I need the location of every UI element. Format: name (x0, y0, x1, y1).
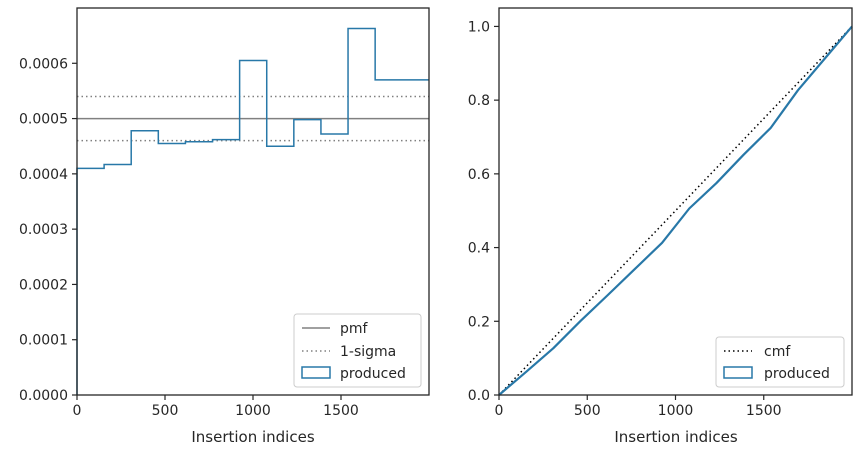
legend-produced-swatch-2 (723, 366, 753, 379)
legend-cmf-label: cmf (764, 344, 791, 360)
pmf-panel: 0 500 1000 1500 0.00000.00010.00020.00030.0… (19, 7, 430, 446)
cmf-y-ticks: 0.0 0.2 0.4 0.6 0.8 1.0 (468, 19, 499, 404)
produced-step-histogram (76, 27, 429, 395)
x-tick-label: 0 (73, 403, 82, 419)
cmf-legend: cmf produced (715, 336, 845, 388)
y-tick-label: 0.4 (468, 241, 490, 257)
x-tick-label: 1000 (235, 403, 271, 419)
y-tick-label: 0.6 (468, 167, 490, 183)
cmf-panel: 0 500 1000 1500 0.0 0.2 0.4 0.6 0.8 1.0 Insertio… (468, 7, 853, 446)
x-tick-label: 1500 (323, 403, 359, 419)
y-tick-label: 0.0001 (19, 333, 68, 349)
x-tick-label: 500 (152, 403, 179, 419)
cmf-plot-area (498, 25, 853, 396)
x-tick-label: 0 (495, 403, 504, 419)
legend-pmf-label: pmf (340, 321, 369, 337)
y-tick-label: 0.2 (468, 314, 490, 330)
y-tick-label: 0.0006 (19, 56, 68, 72)
x-tick-label: 500 (574, 403, 601, 419)
y-tick-label: 0.0000 (19, 388, 68, 404)
cmf-x-ticks: 0 500 1000 1500 (495, 395, 782, 419)
x-tick-label: 1000 (658, 403, 694, 419)
y-tick-label: 1.0 (468, 19, 490, 35)
cmf-legend-box (715, 336, 845, 388)
legend-produced-swatch (301, 366, 331, 379)
y-tick-label: 0.0005 (19, 112, 68, 128)
y-tick-label: 0.0003 (19, 222, 68, 238)
y-tick-label: 0.0004 (19, 167, 68, 183)
pmf-legend-box (293, 313, 422, 388)
legend-sigma-label: 1-sigma (340, 344, 396, 360)
y-tick-label: 0.8 (468, 93, 490, 109)
pmf-legend: pmf 1-sigma produced (293, 313, 422, 388)
pmf-plot-area (76, 27, 429, 395)
pmf-x-axis-title: Insertion indices (191, 428, 314, 446)
produced-cdf-line (498, 25, 853, 396)
cmf-x-axis-title: Insertion indices (614, 428, 737, 446)
x-tick-label: 1500 (746, 403, 782, 419)
legend-produced-label-2: produced (764, 366, 830, 382)
pmf-x-ticks: 0 500 1000 1500 (73, 395, 359, 419)
legend-produced-label: produced (340, 366, 406, 382)
y-tick-label: 0.0 (468, 388, 490, 404)
pmf-y-ticks: 0.0000 0.0001 0.0002 0.0003 0.0004 0.0005 0.00… (19, 56, 77, 404)
y-tick-label: 0.0002 (19, 277, 68, 293)
